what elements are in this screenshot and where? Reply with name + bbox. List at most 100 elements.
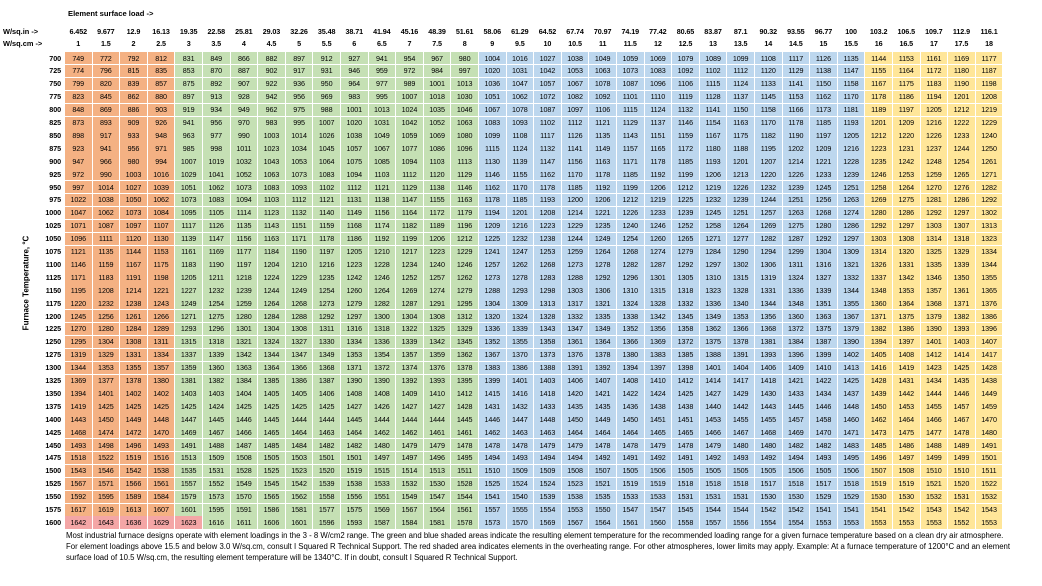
temperature-row-header: 1475 [45,453,61,463]
element-temperature-cell: 1346 [920,271,948,284]
element-temperature-cell: 1601 [285,516,313,529]
element-temperature-cell: 1297 [948,206,975,220]
element-temperature-cell: 1545 [258,477,285,491]
element-temperature-cell: 1159 [672,129,699,142]
element-temperature-cell: 1414 [699,374,727,387]
element-temperature-cell: 1087 [534,103,561,116]
element-temperature-cell: 1233 [948,129,975,142]
element-temperature-cell: 1282 [755,232,782,245]
element-temperature-cell: 1468 [65,426,92,439]
element-temperature-cell: 1153 [147,245,175,258]
element-temperature-cell: 1567 [396,503,423,516]
element-temperature-cell: 1256 [810,193,837,207]
element-temperature-cell: 1533 [644,490,672,503]
element-temperature-cell: 1239 [837,168,865,181]
wsqin-header-cell: 45.16 [400,27,419,37]
element-temperature-cell: 1355 [975,271,1003,284]
element-surface-load-title: Element surface load -> [68,9,154,18]
element-temperature-cell: 1551 [368,490,396,503]
element-temperature-cell: 1394 [617,361,644,374]
element-temperature-cell: 1347 [285,348,313,362]
element-temperature-cell: 1444 [368,413,396,426]
element-temperature-cell: 1412 [451,387,478,400]
element-temperature-cell: 892 [203,77,230,91]
element-temperature-cell: 1542 [285,477,313,491]
element-temperature-cell: 1270 [65,322,92,336]
element-temperature-cell: 1053 [285,155,313,168]
element-temperature-cell: 1506 [837,464,865,478]
element-temperature-cell: 1516 [147,451,175,465]
element-temperature-cell: 1421 [782,374,810,387]
element-temperature-cell: 1311 [782,258,810,271]
element-temperature-cell: 1184 [258,245,285,258]
element-temperature-cell: 1175 [893,77,920,91]
element-temperature-cell: 1363 [810,310,837,323]
element-temperature-cell: 1547 [423,490,451,503]
element-temperature-cell: 897 [175,90,202,104]
element-temperature-cell: 1427 [396,400,423,413]
element-temperature-cell: 1386 [893,322,920,336]
element-temperature-cell: 1458 [810,413,837,426]
element-temperature-cell: 1449 [975,387,1003,400]
element-temperature-cell: 1385 [258,374,285,387]
element-temperature-cell: 1232 [755,181,782,194]
element-temperature-cell: 1445 [782,400,810,413]
element-temperature-cell: 1461 [451,426,478,439]
wsqin-header-cell: 103.2 [869,27,888,37]
element-temperature-cell: 1348 [865,284,892,297]
element-temperature-cell: 1561 [617,516,644,529]
element-temperature-cell: 1268 [617,245,644,258]
temperature-row-header: 1550 [45,492,61,502]
element-temperature-cell: 1404 [727,361,754,374]
element-temperature-cell: 1339 [396,335,423,349]
element-temperature-cell: 1616 [203,516,230,529]
element-temperature-cell: 1619 [92,503,120,516]
element-temperature-cell: 1212 [672,181,699,194]
element-temperature-cell: 1478 [672,439,699,452]
element-temperature-cell: 1368 [313,361,340,374]
element-temperature-cell: 1278 [506,271,534,284]
element-temperature-cell: 1529 [810,490,837,503]
element-temperature-cell: 1195 [755,142,782,155]
element-temperature-cell: 1482 [810,439,837,452]
element-temperature-cell: 1460 [837,413,865,426]
element-temperature-cell: 853 [175,64,202,78]
element-temperature-cell: 1320 [893,245,920,258]
element-temperature-cell: 1325 [423,322,451,336]
element-temperature-cell: 1138 [810,64,837,78]
element-temperature-cell: 1276 [948,181,975,194]
element-temperature-cell: 1397 [893,335,920,349]
element-temperature-cell: 1146 [451,181,478,194]
element-temperature-cell: 1470 [975,413,1003,426]
element-temperature-cell: 1450 [92,413,120,426]
element-temperature-cell: 1018 [423,90,451,104]
element-temperature-cell: 1308 [423,310,451,323]
element-temperature-cell: 1057 [534,77,561,91]
element-temperature-cell: 1131 [341,193,368,207]
element-temperature-cell: 1284 [258,310,285,323]
element-temperature-cell: 1180 [699,142,727,155]
element-temperature-cell: 1139 [506,155,534,168]
element-temperature-cell: 1518 [672,477,699,491]
element-temperature-cell: 1099 [727,52,754,65]
element-temperature-cell: 812 [147,52,175,65]
element-temperature-cell: 1468 [755,426,782,439]
element-temperature-cell: 1019 [203,155,230,168]
element-temperature-cell: 1126 [203,219,230,233]
element-temperature-cell: 1353 [893,284,920,297]
element-temperature-cell: 1518 [837,477,865,491]
element-temperature-cell: 1225 [672,193,699,207]
element-temperature-cell: 1518 [782,477,810,491]
element-temperature-cell: 1417 [975,348,1003,362]
element-temperature-cell: 1390 [368,374,396,387]
element-temperature-cell: 1206 [423,232,451,245]
element-temperature-cell: 1304 [92,335,120,349]
element-temperature-cell: 1096 [451,142,478,155]
element-temperature-cell: 1396 [975,322,1003,336]
element-temperature-cell: 1596 [313,516,340,529]
element-temperature-cell: 1182 [755,129,782,142]
element-temperature-cell: 1335 [589,310,616,323]
element-temperature-cell: 1207 [755,155,782,168]
element-temperature-cell: 1478 [948,426,975,439]
element-temperature-cell: 1342 [230,348,258,362]
